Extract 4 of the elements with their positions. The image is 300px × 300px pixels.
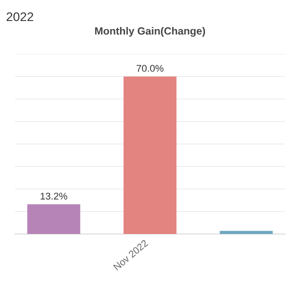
data-label: 70.0% bbox=[136, 64, 164, 72]
chart-title: Monthly Gain(Change) bbox=[95, 27, 206, 37]
data-label: 13.2% bbox=[40, 192, 68, 200]
text: 2022 bbox=[6, 12, 34, 22]
